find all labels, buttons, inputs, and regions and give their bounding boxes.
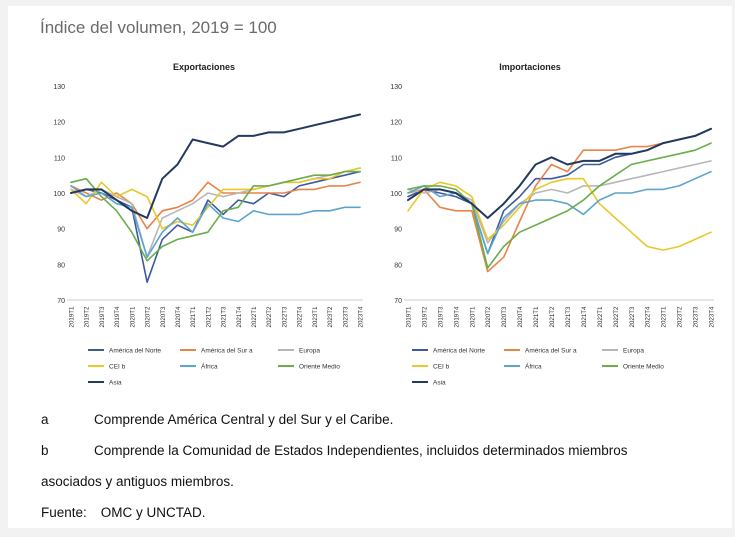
x-tick-label: 2023T4 [709,306,716,328]
y-tick-label: 110 [54,155,65,162]
page-title: Índice del volumen, 2019 = 100 [40,18,277,37]
y-tick-label: 130 [53,84,65,91]
y-tick-label: 120 [390,120,402,127]
x-tick-label: 2019T2 [421,306,428,328]
legend-label: Oriente Medio [299,364,340,371]
x-tick-label: 2020T2 [145,306,152,328]
x-tick-label: 2019T1 [69,306,76,328]
legend-label: América del Norte [433,348,485,355]
x-tick-label: 2021T1 [190,306,197,328]
x-tick-label: 2023T4 [358,306,365,328]
legend-label: Europa [299,348,320,355]
legend-label: Europa [623,348,644,355]
legend-label: CEI b [109,364,126,371]
x-tick-label: 2022T1 [597,306,604,328]
series-line-asia [70,113,361,219]
x-tick-label: 2022T4 [645,306,652,328]
source-label: Fuente: [41,505,87,520]
y-tick-label: 100 [390,191,402,198]
legend-label: Asia [433,380,446,387]
series-line-cei-b [70,167,361,230]
x-tick-label: 2021T1 [533,306,540,328]
legend-label: América del Sur a [525,348,577,355]
x-tick-label: 2021T4 [236,306,243,328]
charts-canvas: Exportaciones 70 80 90 100 110 120 130 2019T1 201… [53,62,716,387]
x-tick-label: 2022T2 [613,306,620,328]
x-tick-label: 2022T3 [281,306,288,328]
series-line--frica [407,170,712,255]
x-tick-label: 2019T3 [99,306,106,328]
y-tick-label: 90 [57,227,65,234]
x-tick-label: 2022T4 [297,306,304,328]
x-tick-label: 2020T4 [517,306,524,328]
x-tick-label: 2019T1 [406,306,413,328]
y-tick-label: 90 [394,227,402,234]
y-tick-label: 130 [390,84,402,91]
note-b-key: b [41,443,49,458]
y-tick-label: 70 [394,298,402,305]
legend-label: América del Sur a [201,348,253,355]
legend-label: Asia [109,380,122,387]
source-value: OMC y UNCTAD. [100,505,206,520]
legend-label: CEI b [433,364,450,371]
x-tick-label: 2020T3 [160,306,167,328]
x-tick-label: 2019T3 [437,306,444,328]
x-tick-label: 2021T4 [581,306,588,328]
legend-label: África [525,362,542,371]
x-tick-label: 2019T4 [114,306,121,328]
x-tick-label: 2023T3 [342,306,349,328]
x-tick-label: 2022T2 [266,306,273,328]
source-line: Fuente: OMC y UNCTAD. [41,505,206,520]
note-a-key: a [41,412,49,427]
figure-card: Índice del volumen, 2019 = 100 Exportaci… [8,6,732,528]
x-tick-label: 2019T4 [453,306,460,328]
y-tick-label: 120 [53,120,65,127]
legend-label: África [201,362,218,371]
y-tick-label: 110 [391,155,402,162]
note-b-text-cont: asociados y antiguos miembros. [41,474,234,489]
x-tick-label: 2021T3 [565,306,572,328]
x-tick-label: 2021T2 [205,306,212,328]
x-tick-label: 2023T1 [661,306,668,328]
y-tick-label: 80 [57,262,65,269]
x-tick-label: 2022T1 [251,306,258,328]
note-b-text: Comprende la Comunidad de Estados Indepe… [94,443,628,458]
legend-label: América del Norte [109,348,161,355]
legend-label: Oriente Medio [623,364,664,371]
note-a-text: Comprende América Central y del Sur y el… [94,412,394,427]
series-line-oriente-medio [407,142,712,269]
x-tick-label: 2020T4 [175,306,182,328]
chart-title-0: Exportaciones [173,62,235,72]
y-tick-label: 80 [394,262,402,269]
x-tick-label: 2023T2 [327,306,334,328]
x-tick-label: 2021T3 [221,306,228,328]
series-line-asia [407,127,712,219]
x-tick-label: 2020T2 [485,306,492,328]
x-tick-label: 2023T3 [693,306,700,328]
y-tick-label: 100 [53,191,65,198]
x-tick-label: 2022T3 [629,306,636,328]
x-tick-label: 2020T3 [501,306,508,328]
series-line-cei-b [407,177,712,251]
series-line--frica [70,185,361,258]
y-tick-label: 70 [57,298,65,305]
x-tick-label: 2023T1 [312,306,319,328]
x-tick-label: 2019T2 [84,306,91,328]
series-line-oriente-medio [70,170,361,262]
x-tick-label: 2020T1 [129,306,136,328]
x-tick-label: 2020T1 [469,306,476,328]
x-tick-label: 2021T2 [549,306,556,328]
chart-title-1: Importaciones [499,62,561,72]
x-tick-label: 2023T2 [677,306,684,328]
